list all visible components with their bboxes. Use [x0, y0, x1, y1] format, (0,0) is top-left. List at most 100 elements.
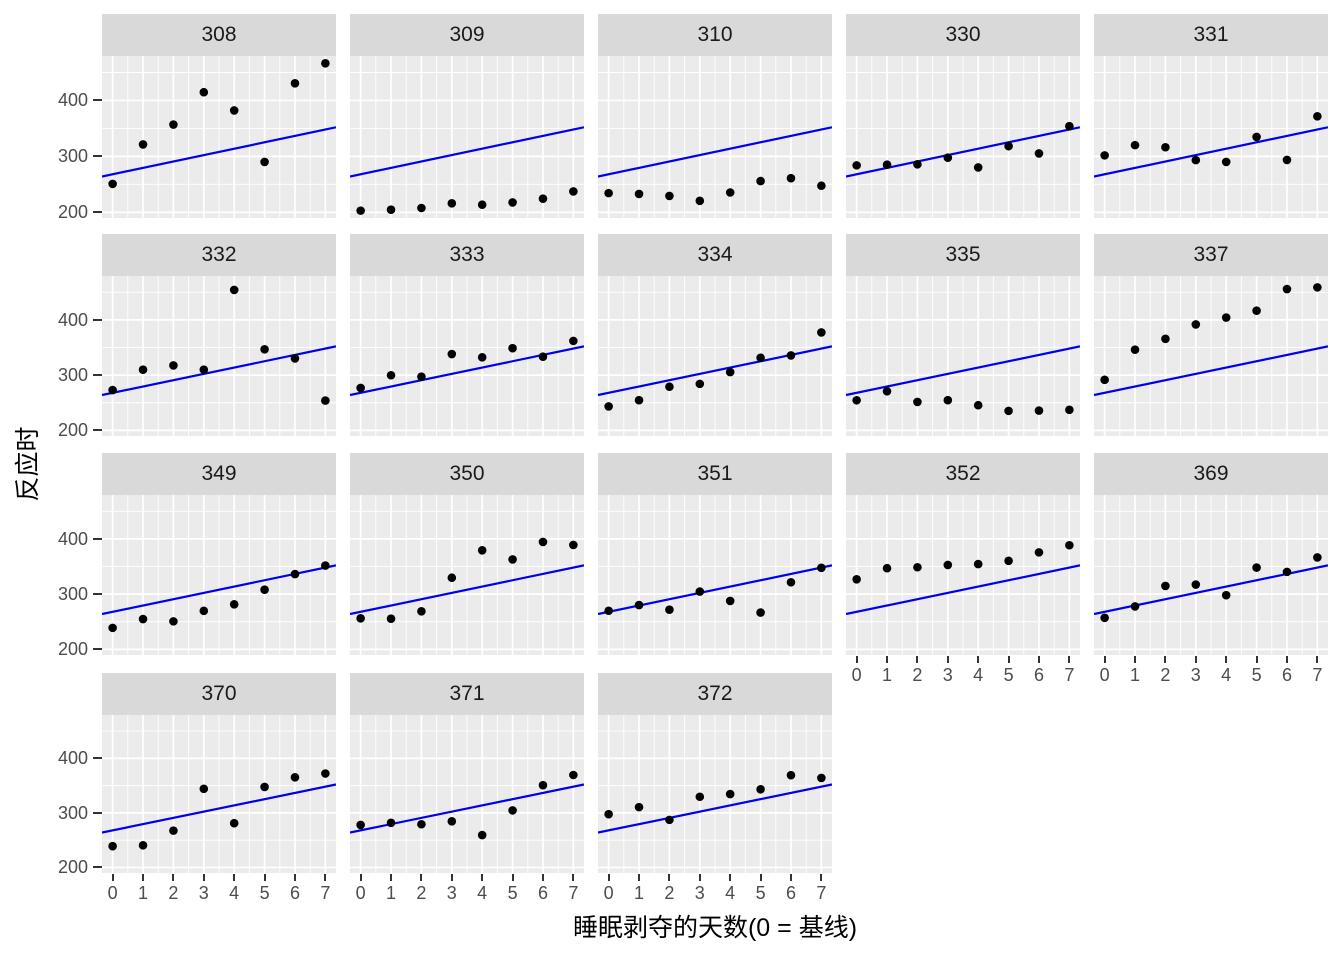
data-point: [1100, 375, 1109, 385]
facet-350: 350: [350, 453, 584, 655]
y-tick-label: 400: [57, 528, 88, 549]
data-point: [1130, 140, 1140, 150]
data-point: [665, 191, 674, 201]
facet-panel: [598, 715, 832, 873]
data-point: [756, 353, 765, 363]
facet-330: 330: [846, 14, 1080, 218]
data-point: [417, 203, 426, 213]
x-tick-mark: [820, 874, 823, 881]
x-tick-mark: [233, 874, 236, 881]
data-point: [569, 770, 578, 780]
data-point: [569, 336, 578, 346]
data-point: [108, 623, 117, 633]
facet-335: 335: [846, 234, 1080, 436]
data-point: [725, 367, 735, 377]
facet-strip-label: 349: [102, 453, 336, 495]
data-point: [1161, 581, 1170, 591]
fit-line: [350, 126, 584, 178]
data-point: [1282, 567, 1292, 577]
data-point: [108, 179, 117, 189]
facet-panel: [102, 495, 336, 655]
facet-strip-label: 308: [102, 14, 336, 56]
data-point: [817, 563, 826, 573]
data-point: [447, 349, 457, 359]
facet-strip-label: 332: [102, 234, 336, 276]
data-point: [943, 560, 953, 570]
x-tick-mark: [607, 874, 610, 881]
facet-panel: [598, 276, 832, 436]
data-point: [882, 563, 892, 573]
facet-strip-label: 369: [1094, 453, 1328, 495]
facet-331: 331: [1094, 14, 1328, 218]
data-point: [1065, 540, 1074, 550]
data-point: [634, 395, 644, 405]
facet-strip-label: 335: [846, 234, 1080, 276]
y-tick-mark: [93, 429, 102, 432]
data-point: [169, 826, 178, 835]
y-tick-mark: [93, 757, 102, 760]
facet-370: 370: [102, 673, 336, 873]
data-point: [447, 817, 457, 826]
x-tick-label: 0: [851, 665, 862, 685]
x-tick-mark: [698, 874, 701, 881]
x-tick-mark: [1007, 656, 1010, 663]
data-point: [1034, 406, 1044, 415]
y-tick-mark: [93, 99, 102, 102]
data-point: [447, 573, 457, 583]
x-tick-label: 3: [694, 883, 705, 903]
facet-panel: [598, 495, 832, 655]
data-point: [356, 383, 365, 393]
facet-strip-label: 372: [598, 673, 832, 715]
data-point: [1313, 283, 1322, 292]
x-tick-mark: [855, 656, 858, 663]
x-tick-mark: [390, 874, 393, 881]
data-point: [138, 365, 148, 375]
data-point: [321, 59, 330, 68]
data-point: [477, 352, 487, 362]
data-point: [725, 188, 735, 197]
facet-332: 332: [102, 234, 336, 436]
data-point: [169, 617, 178, 626]
data-point: [229, 285, 239, 295]
x-tick-label: 4: [1221, 665, 1232, 685]
data-point: [356, 820, 365, 830]
x-tick-mark: [946, 656, 949, 663]
data-point: [604, 809, 613, 819]
data-point: [1065, 405, 1074, 415]
facet-352: 352: [846, 453, 1080, 655]
facet-panel: [846, 495, 1080, 655]
data-point: [1282, 284, 1292, 294]
facet-369: 369: [1094, 453, 1328, 655]
x-tick-label: 6: [1033, 665, 1044, 685]
x-tick-label: 2: [912, 665, 923, 685]
x-tick-label: 7: [1312, 665, 1323, 685]
facet-strip-label: 330: [846, 14, 1080, 56]
data-point: [913, 562, 922, 572]
x-tick-label: 2: [416, 883, 427, 903]
facet-panel: [350, 56, 584, 218]
facet-strip-label: 351: [598, 453, 832, 495]
facet-strip-label: 334: [598, 234, 832, 276]
y-tick-mark: [93, 211, 102, 214]
data-point: [538, 537, 548, 547]
facet-strip-label: 331: [1094, 14, 1328, 56]
x-tick-label: 6: [289, 883, 300, 903]
facet-panel: [102, 715, 336, 873]
x-tick-mark: [886, 656, 889, 663]
data-point: [756, 608, 765, 617]
facet-strip-label: 309: [350, 14, 584, 56]
x-tick-mark: [1164, 656, 1167, 663]
x-tick-mark: [789, 874, 792, 881]
facet-333: 333: [350, 234, 584, 436]
x-tick-mark: [450, 874, 453, 881]
x-tick-label: 5: [259, 883, 270, 903]
x-tick-label: 5: [507, 883, 518, 903]
y-tick-label: 200: [57, 857, 88, 878]
data-point: [1191, 320, 1201, 329]
data-point: [913, 397, 922, 407]
data-point: [1161, 334, 1170, 344]
data-point: [260, 344, 269, 354]
x-tick-label: 3: [198, 883, 209, 903]
data-point: [477, 200, 487, 209]
y-tick-mark: [93, 593, 102, 596]
